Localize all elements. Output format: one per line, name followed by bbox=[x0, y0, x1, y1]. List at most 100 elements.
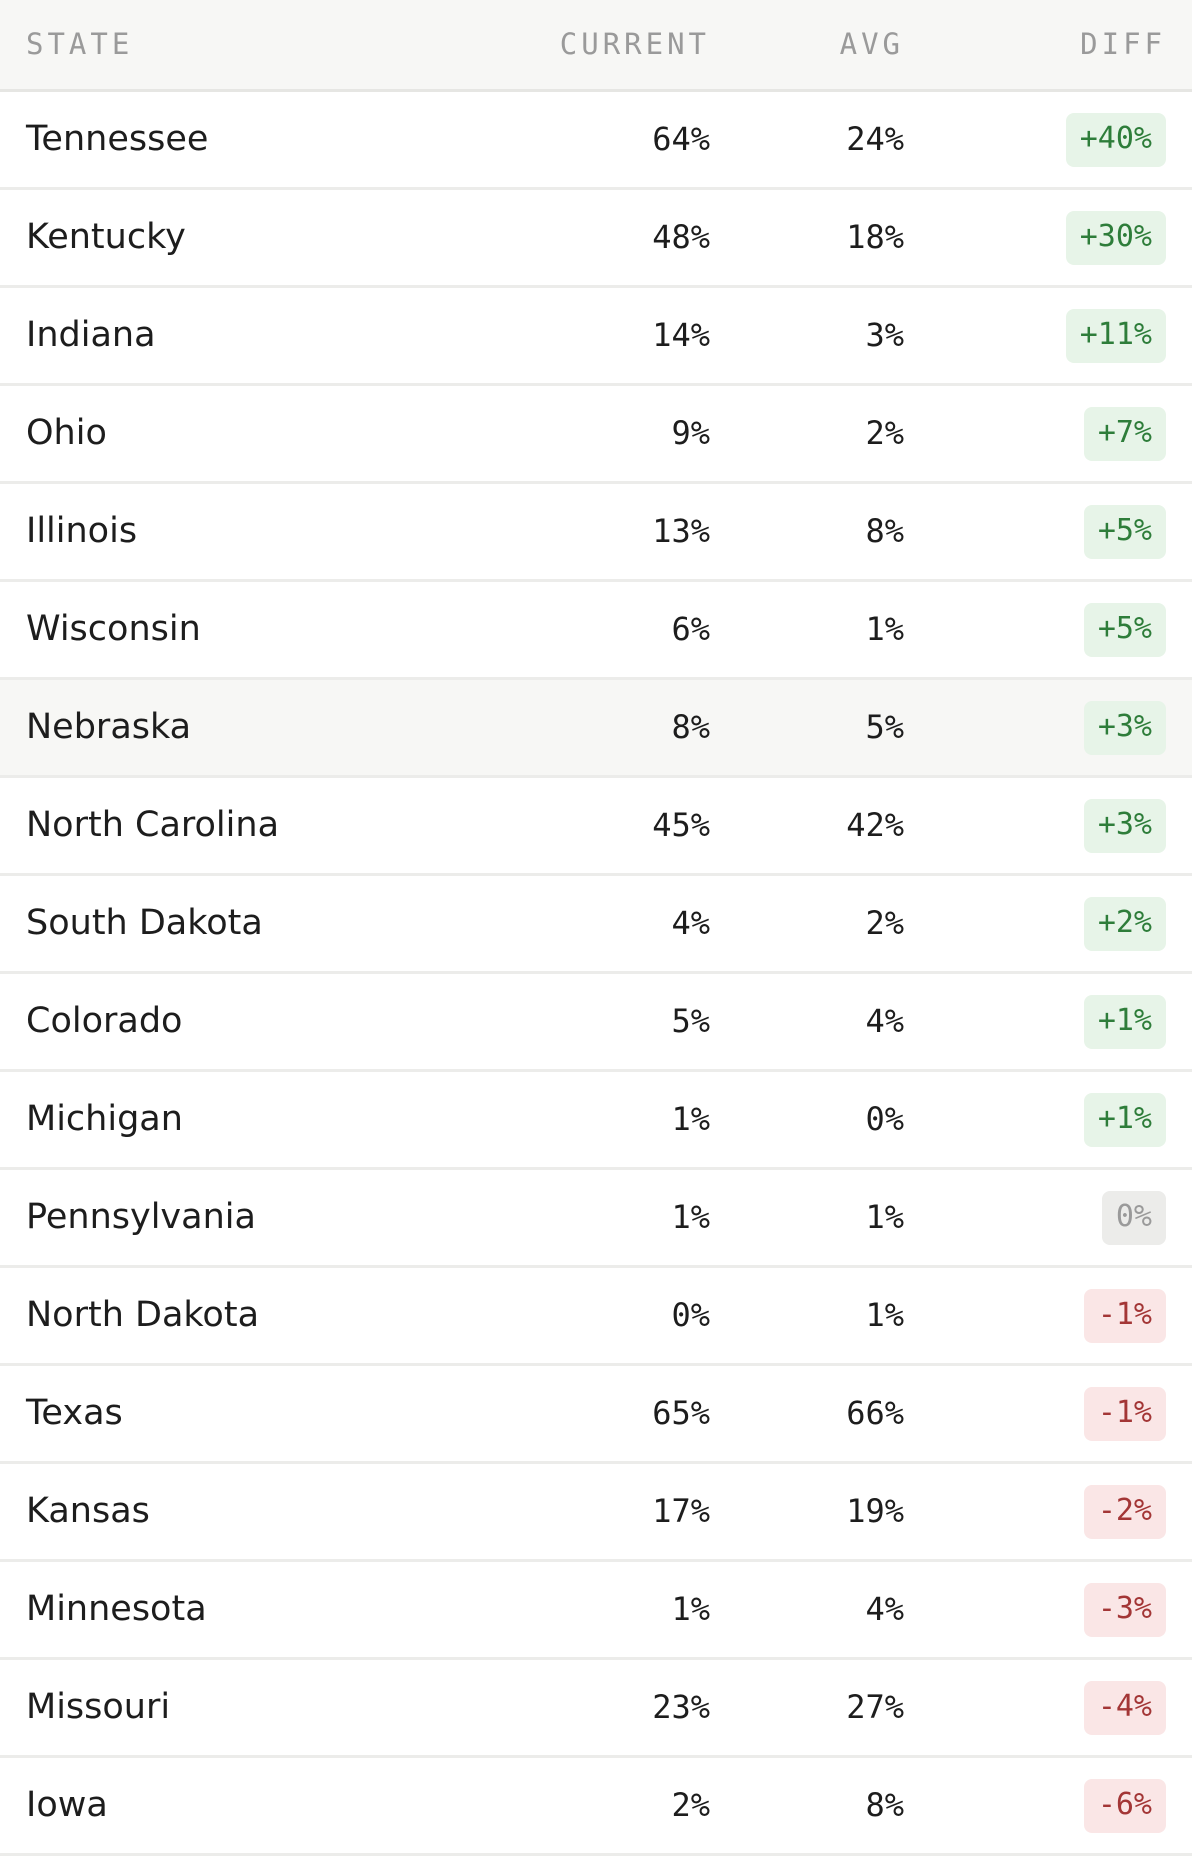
state-name: Colorado bbox=[26, 1001, 183, 1041]
column-header-state[interactable]: STATE bbox=[26, 27, 134, 61]
state-name: Illinois bbox=[26, 511, 138, 551]
diff-badge: +7% bbox=[1083, 406, 1166, 461]
diff-cell: -6% bbox=[1083, 1758, 1166, 1853]
avg-value: 66% bbox=[846, 1394, 904, 1432]
diff-badge: -6% bbox=[1083, 1778, 1166, 1833]
state-name: Michigan bbox=[26, 1099, 183, 1139]
current-value: 1% bbox=[671, 1590, 710, 1628]
avg-value: 8% bbox=[865, 1786, 904, 1824]
diff-cell: -4% bbox=[1083, 1660, 1166, 1755]
diff-badge: -1% bbox=[1083, 1386, 1166, 1441]
avg-value: 1% bbox=[865, 610, 904, 648]
state-name: Wisconsin bbox=[26, 609, 201, 649]
table-row[interactable]: Illinois 13% 8% +5% bbox=[0, 484, 1192, 582]
diff-badge: 0% bbox=[1101, 1190, 1166, 1245]
state-name: Texas bbox=[26, 1393, 123, 1433]
avg-value: 4% bbox=[865, 1590, 904, 1628]
diff-badge: -3% bbox=[1083, 1582, 1166, 1637]
state-name: South Dakota bbox=[26, 903, 263, 943]
table-row[interactable]: Kentucky 48% 18% +30% bbox=[0, 190, 1192, 288]
table-row[interactable]: Missouri 23% 27% -4% bbox=[0, 1660, 1192, 1758]
avg-value: 4% bbox=[865, 1002, 904, 1040]
state-name: Iowa bbox=[26, 1785, 108, 1825]
current-value: 2% bbox=[671, 1786, 710, 1824]
diff-cell: +40% bbox=[1065, 92, 1166, 187]
table-row[interactable]: Michigan 1% 0% +1% bbox=[0, 1072, 1192, 1170]
diff-badge: +5% bbox=[1083, 602, 1166, 657]
avg-value: 27% bbox=[846, 1688, 904, 1726]
current-value: 65% bbox=[652, 1394, 710, 1432]
avg-value: 24% bbox=[846, 120, 904, 158]
current-value: 17% bbox=[652, 1492, 710, 1530]
table-row[interactable]: Iowa 2% 8% -6% bbox=[0, 1758, 1192, 1856]
current-value: 5% bbox=[671, 1002, 710, 1040]
current-value: 45% bbox=[652, 806, 710, 844]
current-value: 48% bbox=[652, 218, 710, 256]
diff-badge: +11% bbox=[1065, 308, 1166, 363]
diff-cell: 0% bbox=[1101, 1170, 1166, 1265]
diff-badge: -4% bbox=[1083, 1680, 1166, 1735]
state-name: Pennsylvania bbox=[26, 1197, 256, 1237]
avg-value: 5% bbox=[865, 708, 904, 746]
diff-badge: +1% bbox=[1083, 994, 1166, 1049]
table-header: STATE CURRENT AVG DIFF bbox=[0, 0, 1192, 92]
diff-badge: +1% bbox=[1083, 1092, 1166, 1147]
avg-value: 3% bbox=[865, 316, 904, 354]
state-name: Tennessee bbox=[26, 119, 209, 159]
table-row[interactable]: Pennsylvania 1% 1% 0% bbox=[0, 1170, 1192, 1268]
avg-value: 1% bbox=[865, 1198, 904, 1236]
table-row[interactable]: Wisconsin 6% 1% +5% bbox=[0, 582, 1192, 680]
state-name: North Dakota bbox=[26, 1295, 260, 1335]
diff-cell: +3% bbox=[1083, 680, 1166, 775]
table-row[interactable]: South Dakota 4% 2% +2% bbox=[0, 876, 1192, 974]
diff-cell: +30% bbox=[1065, 190, 1166, 285]
state-name: North Carolina bbox=[26, 805, 280, 845]
diff-badge: +40% bbox=[1065, 112, 1166, 167]
diff-cell: +3% bbox=[1083, 778, 1166, 873]
table-row[interactable]: Nebraska 8% 5% +3% bbox=[0, 680, 1192, 778]
column-header-diff[interactable]: DIFF bbox=[1080, 27, 1166, 61]
table-row[interactable]: Texas 65% 66% -1% bbox=[0, 1366, 1192, 1464]
table-row[interactable]: North Carolina 45% 42% +3% bbox=[0, 778, 1192, 876]
table-row[interactable]: Ohio 9% 2% +7% bbox=[0, 386, 1192, 484]
column-header-current[interactable]: CURRENT bbox=[559, 27, 710, 61]
state-name: Kansas bbox=[26, 1491, 150, 1531]
diff-badge: +30% bbox=[1065, 210, 1166, 265]
current-value: 6% bbox=[671, 610, 710, 648]
avg-value: 2% bbox=[865, 904, 904, 942]
table-row[interactable]: North Dakota 0% 1% -1% bbox=[0, 1268, 1192, 1366]
current-value: 13% bbox=[652, 512, 710, 550]
table-row[interactable]: Kansas 17% 19% -2% bbox=[0, 1464, 1192, 1562]
diff-badge: -1% bbox=[1083, 1288, 1166, 1343]
diff-cell: +1% bbox=[1083, 1072, 1166, 1167]
state-name: Missouri bbox=[26, 1687, 171, 1727]
current-value: 23% bbox=[652, 1688, 710, 1726]
diff-badge: +3% bbox=[1083, 700, 1166, 755]
current-value: 0% bbox=[671, 1296, 710, 1334]
table-row[interactable]: Indiana 14% 3% +11% bbox=[0, 288, 1192, 386]
table-body: Tennessee 64% 24% +40% Kentucky 48% 18% +30% Ind… bbox=[0, 92, 1192, 1856]
diff-badge: +2% bbox=[1083, 896, 1166, 951]
avg-value: 18% bbox=[846, 218, 904, 256]
current-value: 64% bbox=[652, 120, 710, 158]
table-row[interactable]: Colorado 5% 4% +1% bbox=[0, 974, 1192, 1072]
diff-badge: +3% bbox=[1083, 798, 1166, 853]
diff-cell: +1% bbox=[1083, 974, 1166, 1069]
diff-cell: +2% bbox=[1083, 876, 1166, 971]
avg-value: 0% bbox=[865, 1100, 904, 1138]
column-header-avg[interactable]: AVG bbox=[839, 27, 904, 61]
table-row[interactable]: Minnesota 1% 4% -3% bbox=[0, 1562, 1192, 1660]
avg-value: 8% bbox=[865, 512, 904, 550]
current-value: 1% bbox=[671, 1100, 710, 1138]
diff-badge: +5% bbox=[1083, 504, 1166, 559]
avg-value: 2% bbox=[865, 414, 904, 452]
diff-cell: +5% bbox=[1083, 582, 1166, 677]
current-value: 9% bbox=[671, 414, 710, 452]
diff-cell: +7% bbox=[1083, 386, 1166, 481]
state-name: Indiana bbox=[26, 315, 156, 355]
state-name: Minnesota bbox=[26, 1589, 207, 1629]
table-row[interactable]: Tennessee 64% 24% +40% bbox=[0, 92, 1192, 190]
current-value: 4% bbox=[671, 904, 710, 942]
diff-badge: -2% bbox=[1083, 1484, 1166, 1539]
